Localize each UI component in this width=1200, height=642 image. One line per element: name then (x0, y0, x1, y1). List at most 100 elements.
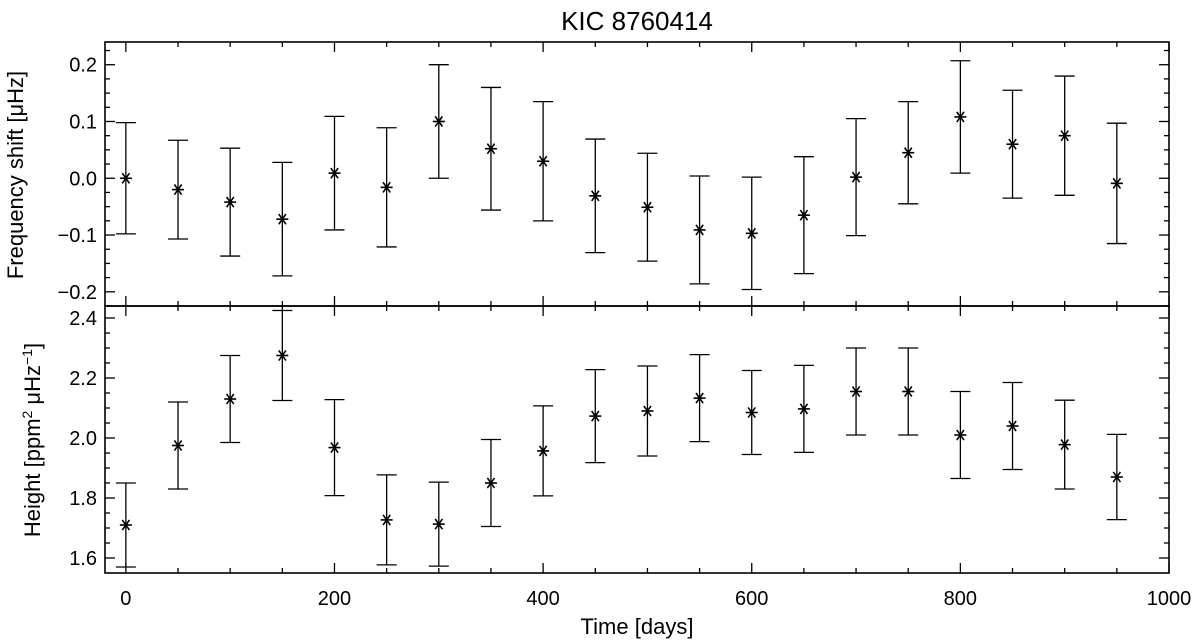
height-marker (278, 349, 287, 362)
freq-marker (121, 172, 131, 184)
freq-data-point (1106, 122, 1127, 245)
freq-marker (486, 143, 496, 155)
freq-data-point (846, 117, 867, 237)
freq-data-point (115, 121, 136, 235)
freq-data-point (168, 139, 189, 240)
freq-data-point (480, 86, 501, 211)
height-data-point (637, 365, 658, 457)
freq-data-point (533, 100, 554, 222)
height-marker (591, 410, 600, 422)
height-data-point (376, 474, 397, 566)
height-marker (851, 385, 861, 398)
x-tick-label: 400 (526, 588, 559, 610)
y-axis-title-height-part1: Height [ppm (20, 418, 45, 537)
height-panel: 1.6 1.8 2.0 2.2 2.4 0 200 400 600 800 1000 (69, 305, 1192, 610)
freq-marker (173, 184, 183, 196)
height-y-tick-label: 2.4 (69, 308, 97, 330)
frequency-shift-panel: −0.2 −0.1 0.0 0.1 0.2 (58, 41, 1170, 307)
x-tick-label: 800 (944, 588, 977, 610)
freq-marker (1060, 130, 1069, 142)
height-data-point (898, 347, 919, 436)
height-data-point (793, 364, 814, 454)
freq-y-tick-label: 0.2 (69, 55, 97, 77)
height-marker (382, 514, 391, 526)
freq-marker (956, 111, 965, 123)
freq-marker (851, 171, 861, 183)
freq-y-tick-label: −0.1 (58, 225, 97, 247)
x-tick-label: 200 (318, 588, 351, 610)
freq-data-point (376, 127, 397, 248)
freq-data-point (637, 152, 658, 262)
height-marker (1112, 471, 1122, 483)
freq-marker (695, 224, 704, 236)
height-data-point (585, 368, 606, 464)
height-marker (486, 477, 496, 489)
x-tick-label: 1000 (1147, 588, 1192, 610)
height-y-tick-label: 2.2 (69, 368, 97, 390)
freq-y-tick-label: 0.1 (69, 111, 97, 133)
height-marker (1008, 420, 1017, 432)
height-data-point (1054, 399, 1075, 490)
y-axis-title-height-sup1: 2 (19, 410, 35, 418)
freq-marker (799, 209, 809, 221)
freq-data-point (950, 60, 971, 174)
height-marker (1060, 439, 1069, 451)
freq-plot-frame (104, 41, 1170, 307)
height-marker (538, 445, 548, 457)
freq-marker (643, 201, 652, 213)
height-marker (434, 518, 444, 530)
height-data-point (220, 354, 241, 444)
height-data-point (689, 353, 710, 443)
freq-marker (434, 115, 444, 128)
freq-data-point (1054, 75, 1075, 196)
height-data-point (533, 405, 554, 497)
y-axis-title-frequency-shift: Frequency shift [μHz] (3, 71, 28, 279)
height-data-point (1106, 433, 1127, 521)
height-data-point (480, 438, 501, 528)
height-plot-frame (104, 305, 1170, 574)
freq-y-tick-label: −0.2 (58, 282, 97, 304)
freq-marker (330, 167, 339, 179)
freq-marker (591, 190, 600, 202)
freq-data-point (1002, 89, 1023, 199)
freq-data-point (428, 64, 449, 179)
height-data-point (272, 309, 293, 402)
y-axis-title-height: Height [ppm2 μHz−1] (19, 343, 45, 537)
height-marker (330, 442, 339, 454)
freq-data-point (585, 138, 606, 254)
freq-data-point (324, 115, 345, 231)
x-tick-label: 0 (120, 588, 131, 610)
height-marker (903, 385, 913, 398)
height-y-tick-label: 1.8 (69, 488, 97, 510)
freq-marker (278, 213, 287, 225)
height-data-point (324, 398, 345, 497)
freq-data-point (220, 147, 241, 257)
height-data-point (168, 401, 189, 490)
y-axis-title-height-sup2: −1 (19, 349, 35, 365)
freq-marker (382, 181, 391, 193)
x-axis-title: Time [days] (581, 614, 694, 639)
freq-data-point (689, 175, 710, 285)
freq-marker (903, 147, 913, 159)
x-tick-label: 600 (735, 588, 768, 610)
height-marker (956, 429, 965, 441)
freq-marker (538, 155, 548, 167)
y-axis-title-height-part3: ] (20, 343, 45, 349)
height-marker (121, 519, 131, 531)
height-data-point (846, 347, 867, 436)
freq-marker (225, 196, 235, 208)
height-marker (799, 403, 809, 415)
height-data-point (741, 369, 762, 456)
height-marker (173, 439, 183, 452)
height-data-point (1002, 381, 1023, 471)
freq-data-point (898, 100, 919, 205)
height-y-tick-label: 2.0 (69, 428, 97, 450)
height-marker (747, 406, 756, 419)
freq-y-tick-label: 0.0 (69, 168, 97, 190)
freq-data-point (793, 156, 814, 275)
freq-marker (747, 227, 756, 239)
height-y-tick-label: 1.6 (69, 548, 97, 570)
height-marker (225, 393, 235, 405)
chart-title: KIC 8760414 (561, 6, 713, 36)
